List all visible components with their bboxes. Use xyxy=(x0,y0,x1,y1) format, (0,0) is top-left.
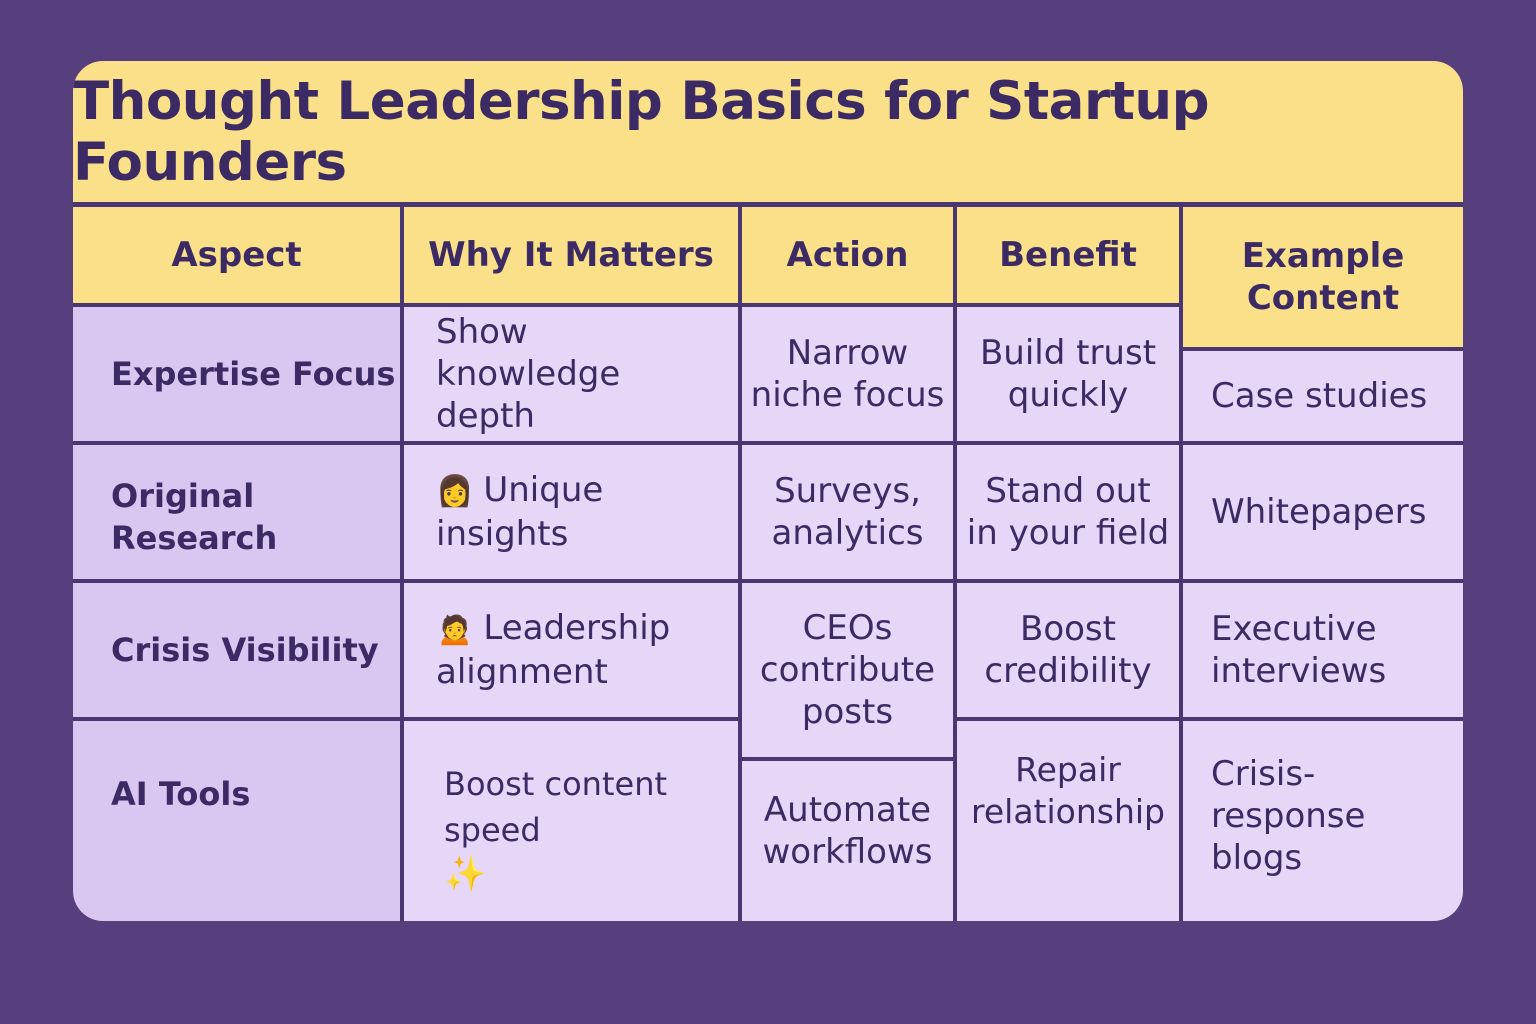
row-1-benefit: Build trust quickly xyxy=(957,307,1179,441)
header-benefit-label: Benefit xyxy=(999,235,1137,275)
row-4-benefit-label: Repair relationship xyxy=(971,750,1165,831)
row-4-why: Boost content speed ✨ xyxy=(404,721,738,921)
row-2-aspect: Original Research xyxy=(73,445,400,579)
row-3-aspect: Crisis Visibility xyxy=(73,583,400,717)
header-aspect: Aspect xyxy=(73,207,400,303)
row-4-action: Automate workflows xyxy=(742,761,953,921)
woman-icon: 👩 xyxy=(436,474,474,509)
row-2-example-label: Whitepapers xyxy=(1211,492,1427,532)
header-example-label: Example Content xyxy=(1241,236,1405,318)
header-why: Why It Matters xyxy=(404,207,738,303)
row-1-example-label: Case studies xyxy=(1211,376,1428,416)
header-why-label: Why It Matters xyxy=(428,235,714,275)
row-1-action-label: Narrow niche focus xyxy=(750,333,945,415)
sparkles-icon: ✨ xyxy=(444,854,487,894)
row-2-action-label: Surveys, analytics xyxy=(771,471,924,553)
row-4-why-label: Boost content speed xyxy=(444,765,668,849)
row-1-aspect: Expertise Focus xyxy=(73,307,400,441)
row-3-aspect-label: Crisis Visibility xyxy=(111,631,379,669)
row-1-benefit-label: Build trust quickly xyxy=(979,333,1157,415)
row-4-aspect-label: AI Tools xyxy=(111,775,251,813)
row-1-action: Narrow niche focus xyxy=(742,307,953,441)
person-icon: 🙍 xyxy=(436,612,474,647)
row-2-why: 👩 Unique insights xyxy=(404,445,738,579)
header-example: Example Content xyxy=(1183,207,1463,347)
row-2-action: Surveys, analytics xyxy=(742,445,953,579)
row-2-benefit: Stand out in your field xyxy=(957,445,1179,579)
row-1-aspect-label: Expertise Focus xyxy=(111,355,396,393)
row-3-benefit-label: Boost credibility xyxy=(984,609,1152,691)
row-1-why: Show knowledge depth xyxy=(404,307,738,441)
header-action: Action xyxy=(742,207,953,303)
row-3-benefit: Boost credibility xyxy=(957,583,1179,717)
page-title: Thought Leadership Basics for Startup Fo… xyxy=(73,61,1463,202)
row-2-why-label: Unique insights xyxy=(436,470,604,554)
row-4-action-label: Automate workflows xyxy=(762,790,933,872)
row-3-action-label: CEOs contribute posts xyxy=(759,608,936,732)
row-1-why-label: Show knowledge depth xyxy=(436,312,621,436)
row-2-benefit-label: Stand out in your field xyxy=(966,471,1170,553)
row-2-example: Whitepapers xyxy=(1183,445,1463,579)
table-card: Thought Leadership Basics for Startup Fo… xyxy=(73,61,1463,921)
row-4-benefit: Repair relationship xyxy=(957,721,1179,921)
row-3-action: CEOs contribute posts xyxy=(742,583,953,757)
row-3-example-label: Executive interviews xyxy=(1211,609,1387,691)
row-3-example: Executive interviews xyxy=(1183,583,1463,717)
header-aspect-label: Aspect xyxy=(171,235,302,275)
row-1-example: Case studies xyxy=(1183,351,1463,441)
row-3-why-label: Leadership alignment xyxy=(436,608,671,692)
header-action-label: Action xyxy=(786,235,909,275)
row-4-aspect: AI Tools xyxy=(73,721,400,921)
row-4-example-label: Crisis-response blogs xyxy=(1211,754,1366,878)
row-4-example: Crisis-response blogs xyxy=(1183,721,1463,921)
row-3-why: 🙍 Leadership alignment xyxy=(404,583,738,717)
row-2-aspect-label: Original Research xyxy=(111,477,278,557)
header-benefit: Benefit xyxy=(957,207,1179,303)
